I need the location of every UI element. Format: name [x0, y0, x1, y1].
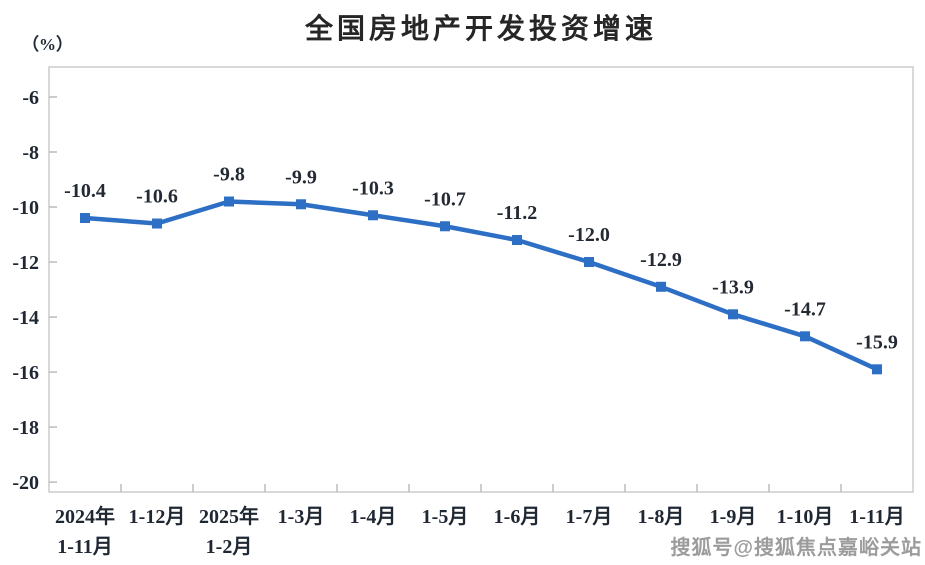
x-axis-label: 1-12月 — [129, 506, 186, 528]
series-line — [82, 199, 880, 372]
data-point-marker — [728, 309, 738, 320]
x-axis-label: 1-9月 — [710, 506, 757, 528]
data-point-marker — [584, 257, 594, 268]
y-axis-tick-label: -20 — [12, 472, 39, 494]
x-axis-label: 2025年 1-2月 — [199, 504, 259, 558]
data-point-label: -9.8 — [213, 164, 245, 186]
data-point-label: -11.2 — [497, 202, 538, 224]
chart-title: 全国房地产开发投资增速 — [304, 13, 657, 44]
data-point-label: -10.3 — [352, 177, 394, 199]
x-axis-label: 1-8月 — [638, 506, 685, 528]
data-point-marker — [656, 281, 666, 292]
data-point-label: -12.0 — [568, 224, 610, 246]
data-point-label: -15.9 — [856, 331, 898, 353]
data-point-label: -10.4 — [64, 180, 106, 202]
data-point-marker — [224, 196, 234, 207]
data-point-label: -9.9 — [285, 166, 317, 188]
data-point-marker — [152, 218, 162, 229]
y-axis-unit-label: （%） — [22, 35, 73, 54]
y-axis-tick-label: -12 — [12, 252, 39, 274]
y-axis-tick-label: -18 — [12, 417, 39, 439]
x-axis-label: 1-7月 — [566, 506, 613, 528]
data-point-label: -12.9 — [640, 249, 682, 271]
data-point-marker — [512, 235, 522, 246]
data-point-label: -14.7 — [784, 298, 826, 320]
x-axis-label: 1-10月 — [777, 506, 834, 528]
plot-border — [48, 66, 914, 493]
watermark-text: 搜狐号@搜狐焦点嘉峪关站 — [670, 537, 922, 559]
data-point-marker — [80, 213, 90, 224]
data-point-label: -10.7 — [424, 188, 466, 210]
x-axis-label: 1-6月 — [494, 506, 541, 528]
y-axis-tick-label: -6 — [22, 87, 39, 109]
data-point-marker — [800, 331, 810, 342]
x-axis-label: 1-3月 — [278, 506, 325, 528]
y-axis-tick-label: -8 — [22, 142, 39, 164]
x-axis-label: 1-5月 — [422, 506, 469, 528]
y-axis-tick-label: -14 — [12, 307, 39, 329]
x-axis-label: 2024年 1-11月 — [55, 504, 115, 558]
data-point-marker — [296, 199, 306, 210]
x-axis-label: 1-11月 — [849, 506, 905, 528]
data-point-marker — [368, 210, 378, 221]
data-point-marker — [872, 364, 882, 375]
data-point-label: -13.9 — [712, 276, 754, 298]
y-axis-tick-label: -10 — [12, 197, 39, 219]
data-point-label: -10.6 — [136, 186, 178, 208]
y-axis-tick-label: -16 — [12, 362, 39, 384]
x-axis-label: 1-4月 — [350, 506, 397, 528]
data-point-marker — [440, 221, 450, 232]
